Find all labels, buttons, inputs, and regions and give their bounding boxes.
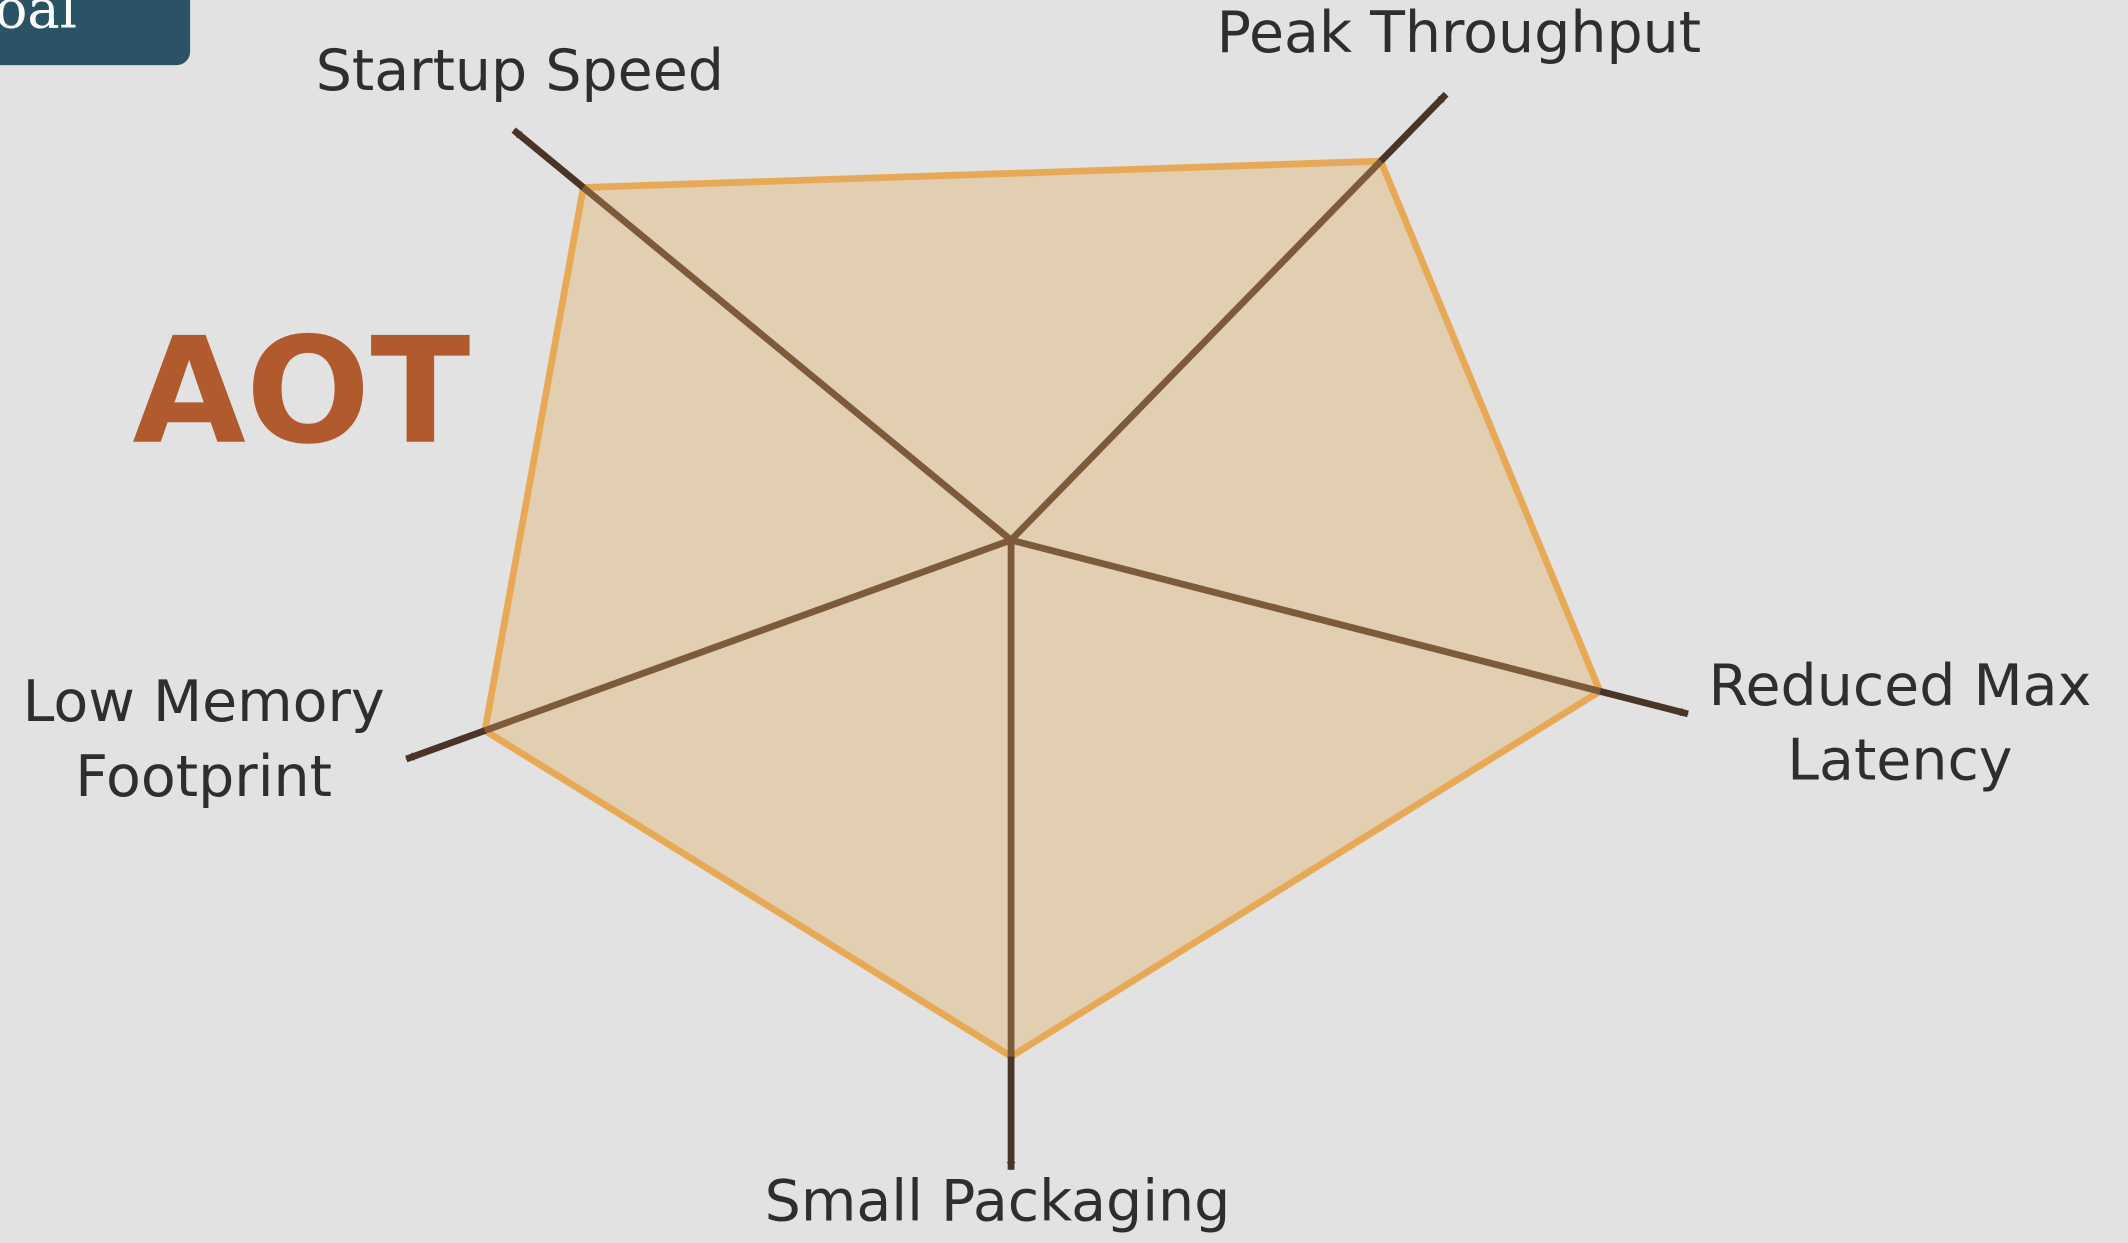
header-button	[0, 0, 191, 66]
axis-label: Startup Speed	[316, 38, 724, 104]
axis-line	[483, 536, 1013, 734]
axis-arrow	[405, 727, 487, 763]
radar-area	[481, 157, 1604, 1060]
axis-arrow	[1599, 687, 1689, 718]
axis-label: Peak Throughput	[1217, 0, 1701, 66]
axis-label: Footprint	[75, 744, 332, 810]
axis-arrow	[511, 127, 586, 191]
axis-label: Reduced Max	[1708, 653, 2091, 719]
axis-line	[1010, 536, 1601, 695]
chart-title: AOT	[132, 306, 470, 477]
axis-label: Small Packaging	[765, 1169, 1231, 1235]
axis-arrow	[1378, 91, 1449, 164]
axis-label: Low Memory	[23, 669, 385, 735]
axis-line	[581, 184, 1014, 543]
header-button-text: oal	[0, 0, 77, 41]
axis-line	[1008, 158, 1384, 543]
axis-label: Latency	[1787, 728, 2012, 794]
